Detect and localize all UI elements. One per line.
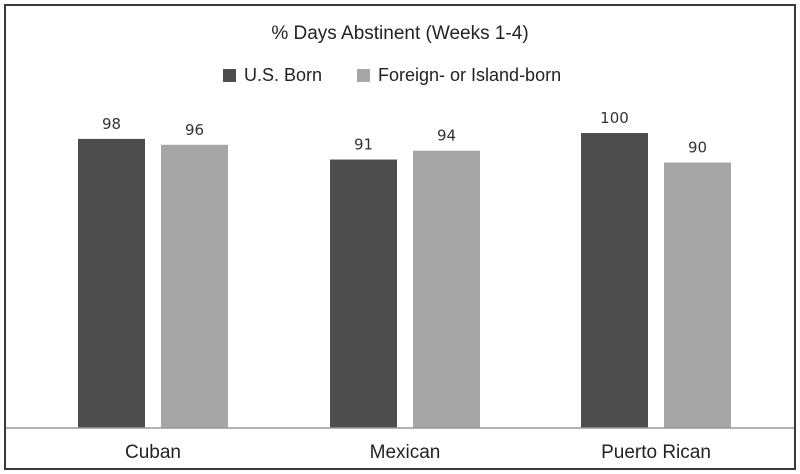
category-label-1: Mexican bbox=[370, 442, 441, 463]
data-label-0-0: 98 bbox=[102, 115, 121, 133]
bar-1-1 bbox=[413, 150, 480, 428]
legend-swatch-0 bbox=[223, 69, 236, 82]
bar-2-0 bbox=[581, 133, 648, 428]
bar-0-1 bbox=[161, 144, 228, 429]
legend-swatch-1 bbox=[357, 69, 370, 82]
chart-frame: % Days Abstinent (Weeks 1-4) U.S. Born Fo… bbox=[4, 4, 796, 470]
bar-2-1 bbox=[664, 162, 731, 428]
category-label-2: Puerto Rican bbox=[601, 442, 711, 463]
legend-label-1: Foreign- or Island-born bbox=[378, 65, 561, 85]
data-label-1-1: 94 bbox=[437, 127, 456, 145]
category-labels: Cuban Mexican Puerto Rican bbox=[125, 442, 711, 463]
data-label-2-0: 100 bbox=[600, 109, 629, 127]
data-label-1-0: 91 bbox=[354, 136, 373, 154]
legend-label-0: U.S. Born bbox=[244, 65, 322, 85]
data-label-0-1: 96 bbox=[185, 121, 204, 139]
bar-0-0 bbox=[78, 138, 145, 428]
chart-title: % Days Abstinent (Weeks 1-4) bbox=[271, 23, 528, 44]
bar-chart: % Days Abstinent (Weeks 1-4) U.S. Born Fo… bbox=[6, 23, 794, 463]
data-labels: 98 96 91 94 100 90 bbox=[102, 109, 707, 157]
legend: U.S. Born Foreign- or Island-born bbox=[223, 65, 561, 85]
category-label-0: Cuban bbox=[125, 442, 181, 463]
bar-1-0 bbox=[330, 159, 397, 429]
bars bbox=[78, 133, 731, 429]
data-label-2-1: 90 bbox=[688, 139, 707, 157]
